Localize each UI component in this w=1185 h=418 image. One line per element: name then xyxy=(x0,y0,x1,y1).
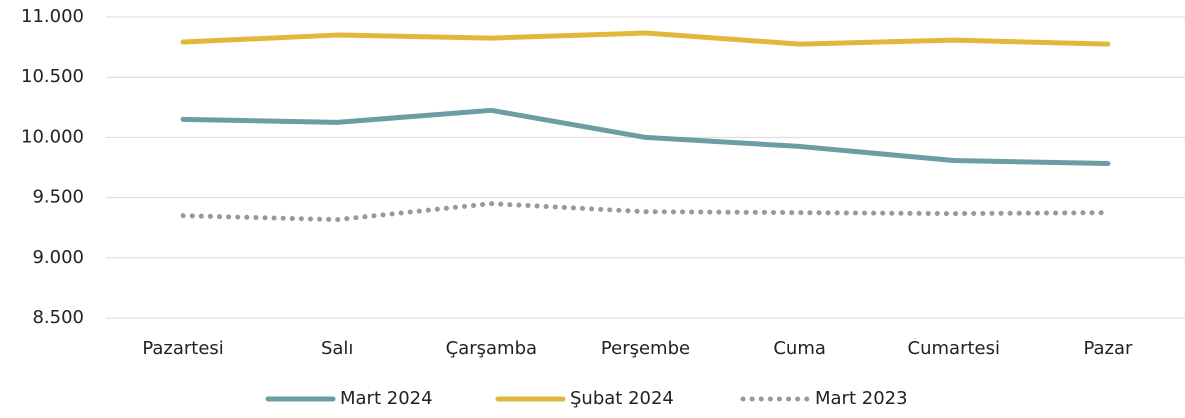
series-line xyxy=(180,201,1111,223)
series-line xyxy=(180,30,1111,47)
y-tick-label: 11.000 xyxy=(21,6,84,27)
x-tick-label: Pazar xyxy=(1083,338,1133,359)
legend-label: Şubat 2024 xyxy=(570,388,674,409)
y-tick-label: 10.500 xyxy=(21,66,84,87)
y-tick-label: 8.500 xyxy=(32,307,84,328)
legend-label: Mart 2024 xyxy=(340,388,433,409)
y-tick-label: 10.000 xyxy=(21,126,84,147)
legend-label: Mart 2023 xyxy=(815,388,908,409)
series-line xyxy=(180,107,1111,167)
x-tick-label: Çarşamba xyxy=(446,338,537,359)
y-tick-label: 9.000 xyxy=(32,247,84,268)
x-tick-label: Cuma xyxy=(773,338,826,359)
y-tick-label: 9.500 xyxy=(32,187,84,208)
x-tick-label: Pazartesi xyxy=(142,338,223,359)
x-tick-label: Cumartesi xyxy=(908,338,1000,359)
x-tick-label: Perşembe xyxy=(601,338,690,359)
x-tick-label: Salı xyxy=(321,338,353,359)
